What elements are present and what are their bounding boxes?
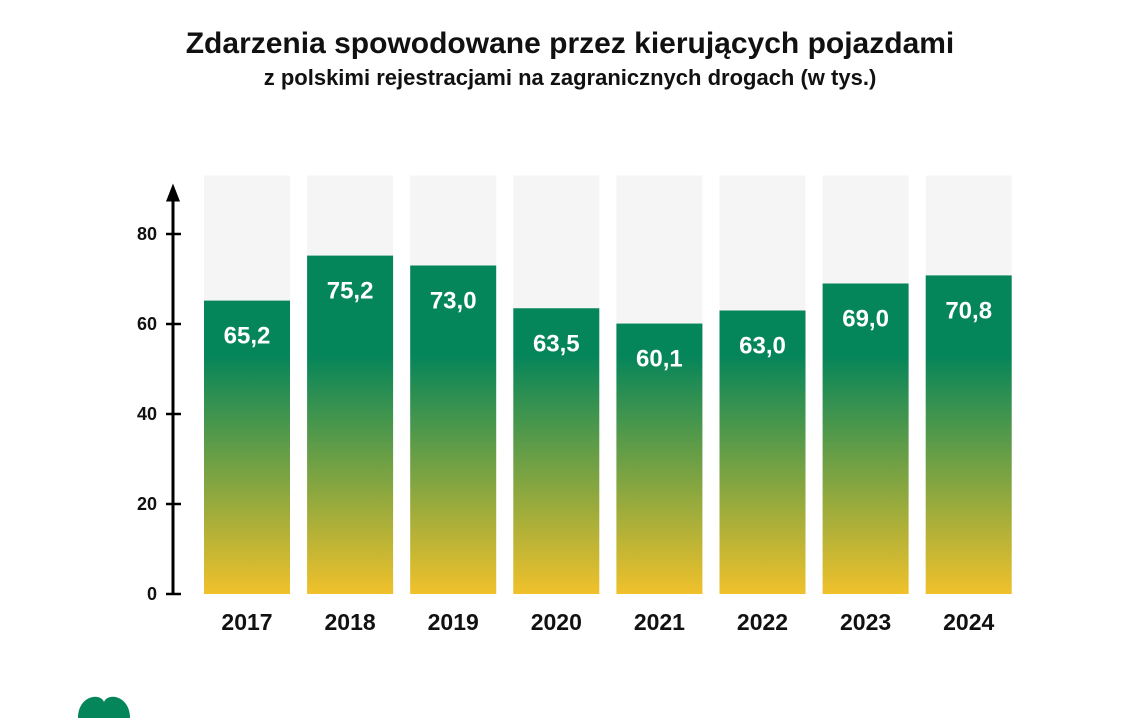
x-tick-label: 2018	[325, 609, 376, 635]
bar-value-label: 63,0	[739, 333, 786, 360]
bar-value-label: 70,8	[945, 297, 992, 324]
x-tick-label: 2017	[221, 609, 272, 635]
y-axis: 0 20 40 60 80	[137, 183, 181, 604]
bar-value-label: 75,2	[327, 278, 374, 305]
bar-2018	[307, 255, 394, 594]
bar-value-label: 73,0	[430, 288, 477, 315]
x-tick-label: 2022	[737, 609, 788, 635]
bars	[204, 255, 1012, 594]
bar-2020	[513, 308, 600, 594]
y-axis-arrow-icon	[166, 183, 180, 202]
bar-2024	[925, 275, 1012, 594]
bar-2021	[616, 323, 703, 594]
labels: 65,2 2017 75,2 2018 73,0 2019 63,5 2020 60,1 2021…	[221, 278, 994, 635]
bar-value-label: 69,0	[842, 306, 889, 333]
bar-2017	[204, 300, 290, 594]
bar-2023	[822, 283, 909, 594]
bar-chart: 0 20 40 60 80 65,2 2017 75,2 2018 73,0 2019 63,5 20…	[136, 183, 1012, 635]
x-tick-label: 2023	[840, 609, 891, 635]
y-tick-label: 40	[137, 404, 157, 424]
bar-2019	[410, 265, 497, 594]
logo-icon	[78, 696, 130, 718]
x-tick-label: 2024	[943, 609, 994, 635]
y-tick-label: 80	[137, 224, 157, 244]
y-tick-label: 60	[137, 314, 157, 334]
y-tick-label: 0	[147, 584, 157, 604]
bar-value-label: 60,1	[636, 346, 683, 373]
bar-value-label: 63,5	[533, 330, 580, 357]
chart-header: Zdarzenia spowodowane przez kierujących …	[0, 26, 1140, 92]
bar-value-label: 65,2	[224, 323, 271, 350]
chart-subtitle: z polskimi rejestracjami na zagranicznyc…	[263, 65, 877, 90]
chart-title: Zdarzenia spowodowane przez kierujących …	[185, 27, 955, 60]
bar-2022	[719, 310, 806, 594]
x-tick-label: 2020	[531, 609, 582, 635]
x-tick-label: 2021	[634, 609, 685, 635]
x-tick-label: 2019	[428, 609, 479, 635]
y-tick-label: 20	[137, 494, 157, 514]
